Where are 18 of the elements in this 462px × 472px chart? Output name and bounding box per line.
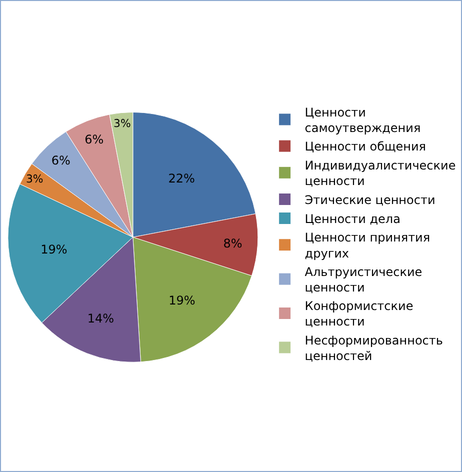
legend-label: Индивидуалистические ценности — [304, 158, 456, 188]
data-label: 14% — [87, 312, 114, 326]
legend-label: Альтруистические ценности — [304, 264, 422, 295]
data-label: 3% — [26, 172, 44, 186]
data-label: 22% — [168, 171, 195, 186]
data-label: 19% — [40, 242, 68, 257]
data-label: 6% — [84, 132, 104, 146]
legend-label: Этические ценности — [304, 192, 436, 207]
data-label: 8% — [223, 236, 242, 250]
data-label: 19% — [168, 293, 196, 308]
legend-label: Конформистские ценности — [304, 299, 414, 329]
data-label: 3% — [114, 117, 131, 130]
data-label: 6% — [51, 153, 70, 168]
legend-label: Ценности самоутверждения — [304, 105, 421, 135]
legend-label: Ценности общения — [304, 140, 426, 154]
legend-label: Ценности принятия других — [304, 230, 430, 260]
legend-label: Ценности дела — [304, 212, 400, 226]
legend-label: Несформированность ценностей — [304, 333, 443, 363]
